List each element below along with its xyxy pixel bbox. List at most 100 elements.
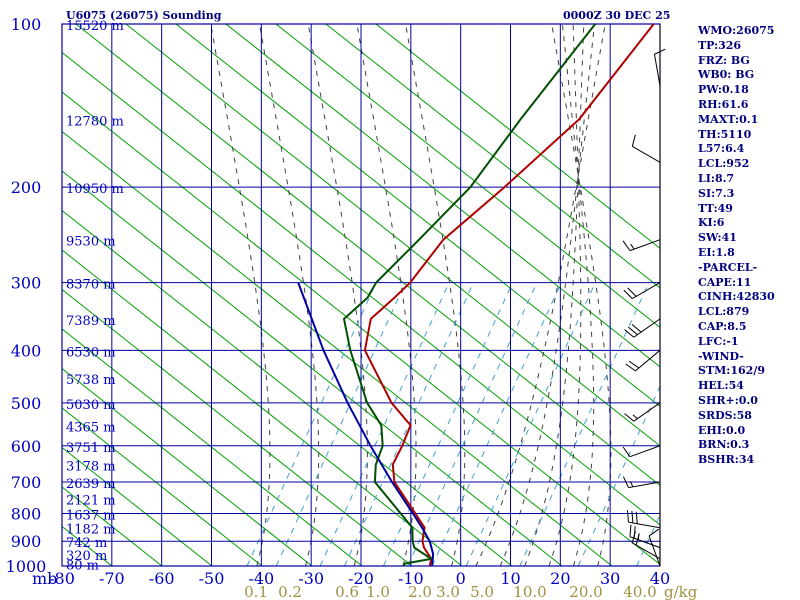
wind-barb: [623, 282, 661, 300]
dry-adiabat: [62, 367, 313, 566]
moist-adiabat: [524, 24, 585, 566]
dry-adiabat: [62, 328, 363, 566]
index-item: -PARCEL-: [698, 260, 758, 274]
temperature-tick-label: 40: [650, 569, 670, 588]
mixing-ratio-label: 1.0: [366, 583, 390, 600]
index-item: LCL:879: [698, 305, 750, 319]
pressure-tick-label: 100: [11, 15, 42, 34]
temperature-tick-label: 20: [550, 569, 570, 588]
mixing-ratio-line: [519, 282, 650, 566]
index-item: RH:61.6: [698, 97, 749, 111]
index-item: FRZ: BG: [698, 53, 750, 67]
height-label: 5738 m: [66, 373, 116, 388]
wind-barb: [653, 48, 666, 86]
mixing-ratio-line: [344, 282, 474, 566]
chart-title: U6075 (26075) Sounding: [66, 9, 222, 22]
dry-adiabat: [325, 24, 660, 289]
wind-barb: [622, 476, 661, 489]
wind-barb: [622, 239, 661, 252]
index-item: BRN:0.3: [698, 438, 750, 452]
height-label: 3751 m: [66, 441, 116, 456]
mixing-ratio-line: [577, 385, 660, 566]
wind-barb: [622, 445, 661, 458]
temperature-tick-label: -10: [398, 569, 424, 588]
mixing-ratio-label: 40.0: [623, 583, 656, 600]
mixing-ratio-line: [465, 282, 596, 566]
temperature-tick-label: -80: [49, 569, 75, 588]
index-item: EHI:0.0: [698, 423, 746, 437]
dry-adiabat: [175, 24, 660, 408]
moist-adiabat: [475, 24, 606, 566]
pressure-tick-label: 800: [11, 504, 42, 523]
pressure-tick-label: 200: [11, 178, 42, 197]
height-label: 8370 m: [66, 278, 116, 293]
height-label: 1637 m: [66, 508, 116, 523]
mixing-ratio-line: [407, 282, 538, 566]
mixing-ratio-unit: g/kg: [664, 583, 698, 600]
dry-adiabat: [62, 91, 660, 566]
index-item: TT:49: [698, 201, 733, 215]
dry-adiabat: [125, 24, 660, 447]
height-label: 2639 m: [66, 477, 116, 492]
temperature-tick-label: -70: [99, 569, 125, 588]
height-label: 1182 m: [66, 523, 116, 538]
index-item: HEL:54: [698, 379, 744, 393]
dry-adiabat: [62, 288, 413, 566]
index-item: CAP:8.5: [698, 319, 747, 333]
mixing-ratio-label: 5.0: [470, 583, 494, 600]
temperature-tick-label: -50: [199, 569, 225, 588]
index-item: SW:41: [698, 231, 737, 245]
height-label: 320 m: [66, 549, 107, 564]
wind-barb: [629, 524, 661, 549]
dry-adiabat: [75, 24, 660, 487]
pressure-tick-label: 600: [11, 437, 42, 456]
index-item: SI:7.3: [698, 186, 735, 200]
index-item: -WIND-: [698, 349, 744, 363]
moist-adiabat: [499, 24, 595, 566]
height-label: 10950 m: [66, 182, 124, 197]
index-item: TP:326: [698, 38, 742, 52]
index-item: SRDS:58: [698, 408, 752, 422]
index-item: PW:0.18: [698, 83, 749, 97]
pressure-unit-label: mb: [32, 569, 57, 588]
index-item: KI:6: [698, 216, 725, 230]
temperature-tick-label: 30: [600, 569, 620, 588]
wind-barb: [624, 402, 661, 422]
height-label: 4365 m: [66, 420, 116, 435]
wind-barb: [626, 510, 661, 529]
indices-panel: WMO:26075 TP:326 FRZ: BG WB0: BG PW:0.18 RH:6…: [698, 24, 798, 468]
height-label: 742 m: [66, 536, 107, 551]
mixing-ratio-label: 0.1: [244, 583, 268, 600]
pressure-tick-label: 400: [11, 341, 42, 360]
temperature-tick-label: 0: [456, 569, 466, 588]
mixing-ratio-line: [431, 282, 562, 566]
index-item: WMO:26075: [698, 24, 775, 37]
series-parcel: [297, 282, 435, 566]
dry-adiabat: [62, 130, 613, 566]
pressure-tick-label: 500: [11, 394, 42, 413]
index-item: SHR+:0.0: [698, 393, 758, 407]
dry-adiabat: [62, 407, 263, 566]
temperature-tick-label: 10: [500, 569, 520, 588]
temperature-tick-label: -20: [348, 569, 374, 588]
pressure-tick-label: 1000: [6, 557, 47, 576]
mixing-ratio-label: 0.2: [278, 583, 302, 600]
dry-adiabat: [62, 51, 660, 526]
wind-barb: [648, 528, 661, 567]
chart-datetime: 0000Z 30 DEC 25: [563, 9, 671, 22]
height-label: 80 m: [66, 559, 99, 574]
temperature-tick-label: -30: [298, 569, 324, 588]
series-temperature: [363, 24, 655, 566]
dry-adiabat: [275, 24, 660, 329]
height-label: 12780 m: [66, 114, 124, 129]
mixing-ratio-line: [246, 282, 377, 566]
moist-adiabat: [548, 24, 582, 566]
index-item: STM:162/9: [698, 364, 765, 378]
dry-adiabat: [375, 24, 660, 250]
index-item: CAPE:11: [698, 275, 752, 289]
moist-adiabat: [405, 24, 466, 566]
height-label: 7389 m: [66, 314, 116, 329]
mixing-ratio-label: 3.0: [436, 583, 460, 600]
